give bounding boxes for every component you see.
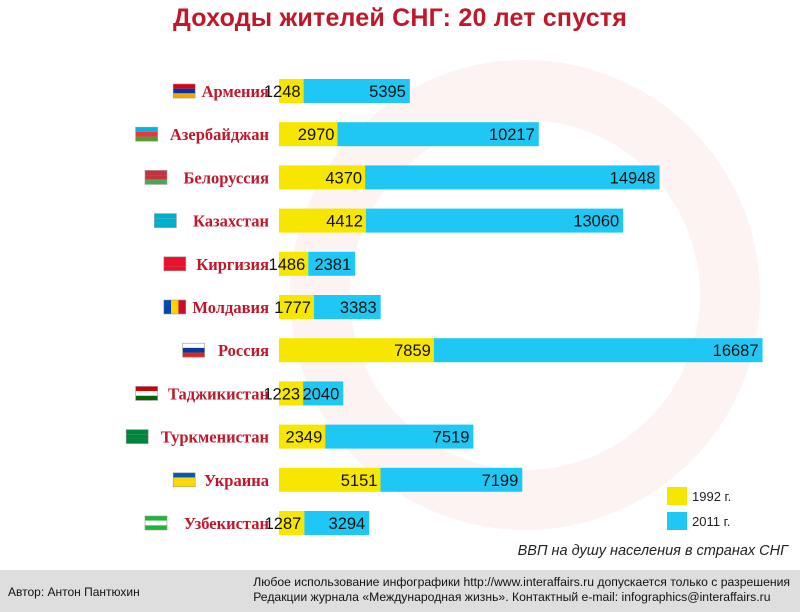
bar-2011-2 bbox=[365, 165, 660, 190]
bar-1992-6 bbox=[279, 338, 434, 363]
flag-icon-4 bbox=[163, 256, 187, 272]
flag-icon-10 bbox=[144, 515, 168, 531]
value-label-1992-0: 1248 bbox=[264, 83, 301, 101]
country-label-9: Украина bbox=[204, 471, 269, 490]
value-label-2011-0: 5395 bbox=[369, 83, 406, 101]
bar-1992-9 bbox=[279, 467, 381, 492]
bar-2011-5 bbox=[314, 295, 381, 319]
value-label-1992-10: 1287 bbox=[265, 515, 302, 533]
bar-1992-2 bbox=[279, 165, 366, 190]
value-label-1992-2: 4370 bbox=[325, 169, 362, 187]
value-label-2011-3: 13060 bbox=[573, 213, 619, 231]
country-label-1: Азербайджан bbox=[170, 125, 270, 144]
legend-1992-label: 1992 г. bbox=[692, 489, 731, 504]
bar-1992-3 bbox=[279, 208, 366, 233]
value-label-2011-10: 3294 bbox=[329, 515, 366, 533]
value-label-2011-4: 2381 bbox=[314, 256, 351, 274]
value-label-2011-2: 14948 bbox=[610, 169, 656, 187]
country-label-10: Узбекистан bbox=[184, 514, 270, 533]
country-label-7: Таджикистан bbox=[168, 384, 270, 403]
bar-2011-4 bbox=[308, 251, 356, 276]
flag-icon-6 bbox=[182, 342, 205, 358]
bar-1992-1 bbox=[279, 122, 338, 147]
bar-1992-10 bbox=[279, 511, 305, 535]
value-label-2011-6: 16687 bbox=[713, 342, 759, 360]
country-label-8: Туркменистан bbox=[161, 428, 270, 447]
country-label-0: Армения bbox=[202, 82, 269, 101]
flag-icon-0 bbox=[172, 83, 196, 99]
bar-2011-10 bbox=[304, 511, 370, 535]
bar-1992-8 bbox=[279, 424, 326, 449]
legend-2011-label: 2011 г. bbox=[692, 514, 730, 529]
value-label-1992-5: 1777 bbox=[274, 299, 311, 317]
bar-2011-3 bbox=[365, 208, 624, 233]
flag-icon-2 bbox=[144, 170, 168, 185]
copyright-notice: Любое использование инфографики http://w… bbox=[253, 575, 790, 605]
bar-chart: 1248 5395 Армения 2970 10217 Азербайджан 4370 1… bbox=[125, 79, 763, 535]
legend-1992-swatch bbox=[667, 487, 687, 505]
country-label-4: Киргизия bbox=[196, 255, 269, 274]
notice-line-1: Любое использование инфографики http://w… bbox=[253, 575, 790, 589]
bar-2011-8 bbox=[325, 424, 474, 449]
flag-icon-8 bbox=[125, 429, 149, 444]
flag-icon-3 bbox=[154, 213, 177, 228]
value-label-2011-1: 10217 bbox=[489, 126, 535, 144]
bar-1992-4 bbox=[279, 251, 309, 276]
value-label-2011-5: 3383 bbox=[340, 299, 377, 317]
author-credit: Автор: Антон Пантюхин bbox=[8, 585, 140, 599]
flag-icon-5 bbox=[163, 299, 187, 315]
flag-icon-1 bbox=[135, 126, 158, 142]
country-label-3: Казахстан bbox=[193, 212, 270, 231]
bar-1992-0 bbox=[279, 79, 304, 103]
country-label-2: Белоруссия bbox=[183, 168, 269, 187]
value-label-1992-9: 5151 bbox=[341, 472, 378, 490]
value-label-1992-3: 4412 bbox=[326, 213, 363, 231]
bar-2011-7 bbox=[303, 381, 344, 406]
bar-1992-5 bbox=[279, 295, 315, 319]
bar-2011-0 bbox=[303, 79, 410, 103]
country-label-6: Россия bbox=[218, 341, 269, 360]
value-label-1992-8: 2349 bbox=[286, 429, 323, 447]
value-label-2011-9: 7199 bbox=[482, 472, 519, 490]
bar-2011-1 bbox=[337, 122, 539, 147]
value-label-2011-7: 2040 bbox=[303, 385, 340, 403]
chart-caption: ВВП на душу населения в странах СНГ bbox=[517, 543, 788, 559]
value-label-1992-7: 1223 bbox=[263, 385, 300, 403]
flag-icon-9 bbox=[172, 472, 196, 488]
bar-2011-6 bbox=[433, 338, 763, 363]
flag-icon-7 bbox=[135, 386, 158, 401]
bar-1992-7 bbox=[279, 381, 304, 406]
value-label-1992-6: 7859 bbox=[394, 342, 431, 360]
bar-2011-9 bbox=[380, 467, 523, 492]
value-label-1992-4: 1486 bbox=[269, 256, 306, 274]
value-label-2011-8: 7519 bbox=[433, 429, 470, 447]
footer: Автор: Антон Пантюхин Любое использовани… bbox=[0, 570, 800, 612]
chart-title: Доходы жителей СНГ: 20 лет спустя bbox=[172, 4, 628, 32]
country-label-5: Молдавия bbox=[192, 298, 269, 317]
notice-line-2: Редакции журнала «Международная жизнь». … bbox=[253, 590, 771, 604]
legend-2011-swatch bbox=[667, 512, 687, 530]
value-label-1992-1: 2970 bbox=[298, 126, 335, 144]
